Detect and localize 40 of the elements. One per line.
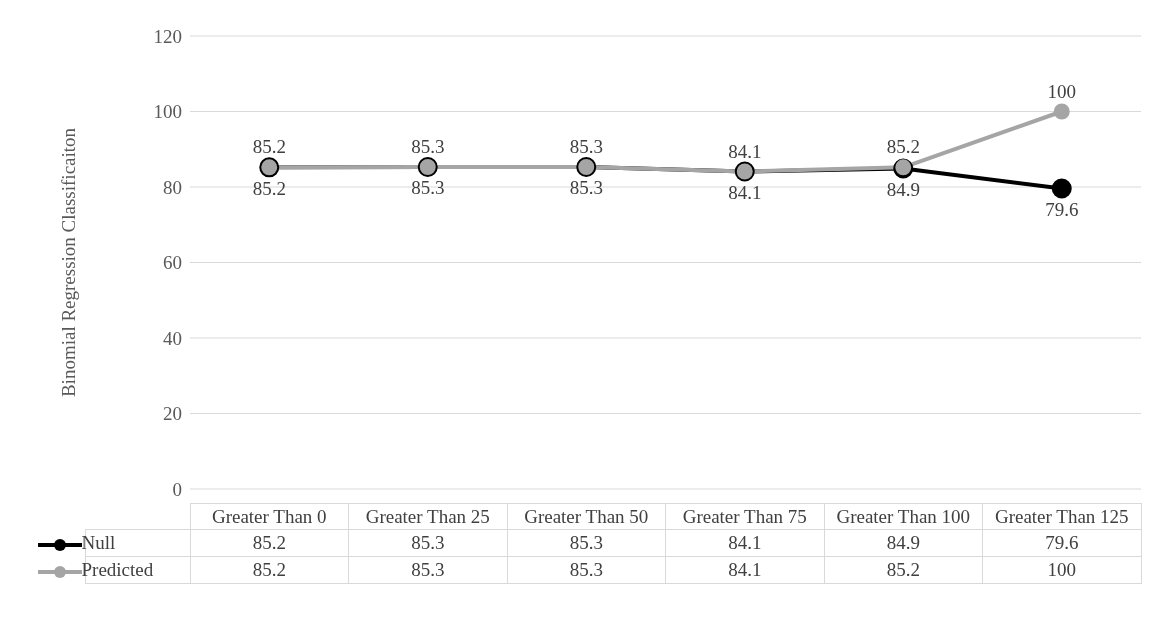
- annotation: 85.2: [252, 177, 286, 199]
- annotation: 85.3: [569, 135, 603, 157]
- annotation: 84.9: [886, 178, 920, 200]
- data-label: 85.2: [190, 556, 349, 584]
- y-tick-label: 80: [163, 176, 182, 198]
- annotation: 85.3: [411, 135, 445, 157]
- annotation: 85.3: [411, 177, 445, 199]
- y-tick-label: 100: [153, 101, 182, 123]
- data-label: 85.2: [190, 529, 349, 557]
- y-tick-label: 120: [153, 25, 182, 47]
- data-label: 85.3: [507, 529, 666, 557]
- annotation: 85.2: [886, 136, 920, 158]
- y-axis-title: Binomial Regression Classificaiton: [57, 127, 79, 398]
- y-tick-label: 0: [172, 478, 182, 500]
- data-label: 84.1: [665, 556, 824, 584]
- data-label: 100: [982, 556, 1141, 584]
- annotation: 100: [1047, 80, 1076, 102]
- legend-label: Null: [81, 531, 117, 555]
- data-label: 85.3: [348, 529, 507, 557]
- x-tick-label: Greater Than 0: [190, 503, 349, 530]
- x-tick-label: Greater Than 125: [982, 503, 1141, 530]
- annotation: 85.2: [252, 136, 286, 158]
- annotation: 79.6: [1045, 199, 1079, 220]
- x-tick-label: Greater Than 100: [824, 503, 983, 530]
- data-label: 85.2: [824, 556, 983, 584]
- data-label: 84.1: [665, 529, 824, 557]
- annotation: 84.1: [728, 140, 762, 162]
- data-label: 85.3: [507, 556, 666, 584]
- data-label: 85.3: [348, 556, 507, 584]
- data-label: 79.6: [982, 529, 1141, 557]
- y-tick-label: 60: [163, 252, 182, 274]
- x-tick-label: Greater Than 25: [348, 503, 507, 530]
- y-tick-label: 20: [163, 403, 182, 425]
- legend-label: Predicted: [81, 558, 155, 582]
- data-label: 84.9: [824, 529, 983, 557]
- annotation: 85.3: [569, 177, 603, 199]
- x-tick-label: Greater Than 50: [507, 503, 666, 530]
- annotation: 84.1: [728, 182, 762, 204]
- y-tick-label: 40: [163, 327, 182, 349]
- x-tick-label: Greater Than 75: [665, 503, 824, 530]
